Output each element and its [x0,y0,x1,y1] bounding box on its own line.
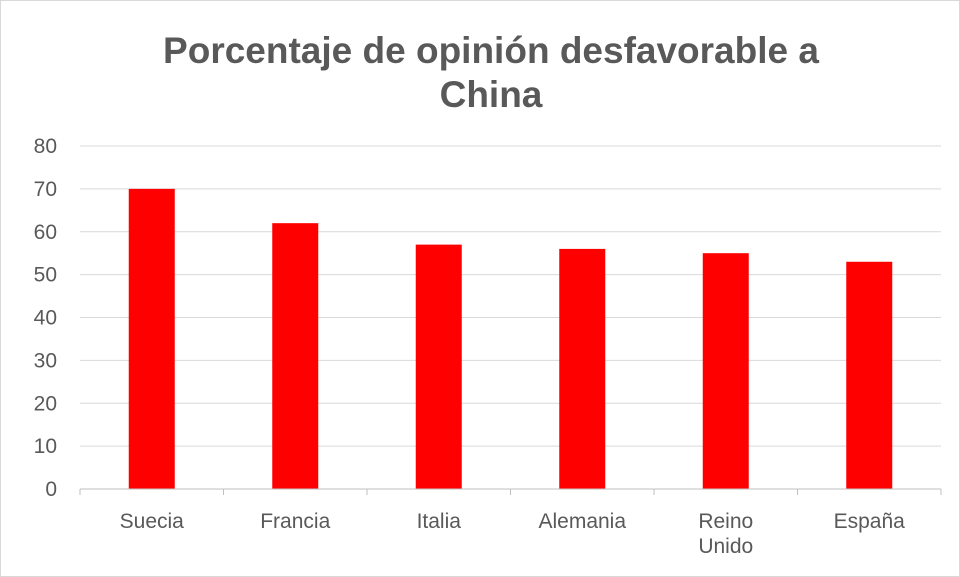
y-tick-label: 60 [34,221,57,244]
y-tick-labels: 0 10 20 30 40 50 60 70 80 [34,135,57,501]
x-category-label-line: Francia [260,510,330,533]
y-tick-label: 10 [34,435,57,458]
bar-francia [272,223,319,490]
gridlines [80,145,941,447]
bar-suecia [128,188,175,489]
y-tick-label: 80 [34,135,57,158]
x-category-label: Suecia [120,510,185,533]
x-category-label: Italia [417,510,462,533]
bars [128,188,893,490]
bar-alemania [559,248,606,489]
chart-title: Porcentaje de opinión desfavorable a Chi… [163,30,819,115]
bar-reino-unido [702,253,749,489]
y-tick-label: 20 [34,392,57,415]
y-tick-label: 30 [34,349,57,372]
y-tick-label: 40 [34,307,57,330]
bar-italia [415,244,462,489]
y-tick-label: 0 [45,478,57,501]
y-tick-label: 50 [34,264,57,287]
x-category-label: España [834,510,906,533]
x-category-label: Francia [260,510,330,533]
x-category-label-line: Alemania [538,510,626,533]
y-tick-label: 70 [34,178,57,201]
x-category-label-line: Unido [698,535,753,558]
x-category-label: Reino Unido [698,510,753,558]
x-axis [79,488,942,495]
x-category-labels: Suecia Francia Italia Alemania Reino Unido Esp… [120,510,906,558]
x-category-label-line: España [834,510,906,533]
bar-españa [846,261,893,489]
x-category-label-line: Suecia [120,510,185,533]
x-category-label-line: Reino [698,510,753,533]
x-category-label-line: Italia [417,510,462,533]
x-category-label: Alemania [538,510,626,533]
